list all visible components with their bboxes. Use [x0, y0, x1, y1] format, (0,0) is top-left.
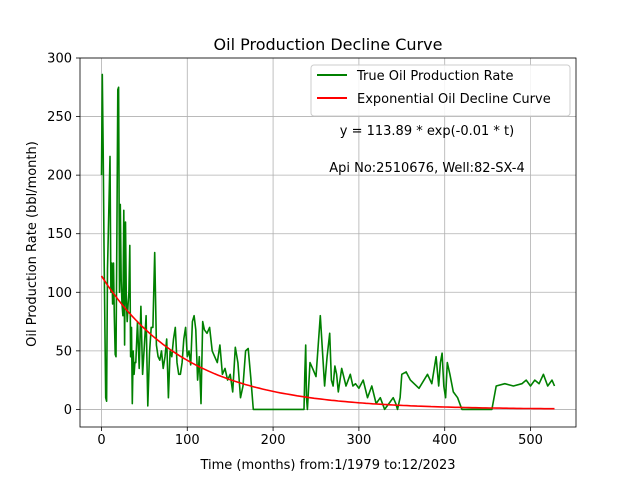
legend-label-true-production: True Oil Production Rate — [356, 69, 513, 84]
y-tick-label: 150 — [47, 227, 72, 242]
chart-title: Oil Production Decline Curve — [214, 35, 443, 54]
x-tick-label: 400 — [432, 433, 457, 448]
y-tick-label: 300 — [47, 52, 72, 67]
y-tick-label: 0 — [64, 403, 72, 418]
y-tick-label: 50 — [55, 344, 72, 359]
series-line-decline-curve — [100, 275, 555, 410]
y-tick-label: 250 — [47, 110, 72, 125]
legend-label-decline-curve: Exponential Oil Decline Curve — [357, 92, 551, 107]
grid — [80, 57, 576, 427]
x-tick-label: 500 — [518, 433, 543, 448]
plot-area — [100, 73, 556, 411]
y-tick-label: 100 — [47, 286, 72, 301]
y-axis-label: Oil Production Rate (bbl/month) — [25, 141, 40, 347]
legend: True Oil Production Rate Exponential Oil… — [310, 64, 571, 117]
x-tick-label: 200 — [261, 433, 286, 448]
y-tick-label: 200 — [47, 169, 72, 184]
x-axis-label: Time (months) from:1/1979 to:12/2023 — [199, 458, 455, 473]
x-tick-label: 0 — [97, 433, 105, 448]
x-tick-label: 100 — [175, 433, 200, 448]
axes: 0 100 200 300 400 500 0 50 100 150 200 250 300 — [47, 52, 577, 448]
legend-box — [310, 64, 571, 117]
x-tick-label: 300 — [346, 433, 371, 448]
equation-annotation: y = 113.89 * exp(-0.01 * t) — [340, 124, 514, 139]
well-annotation: Api No:2510676, Well:82-SX-4 — [329, 161, 525, 176]
axes-frame — [79, 57, 577, 428]
